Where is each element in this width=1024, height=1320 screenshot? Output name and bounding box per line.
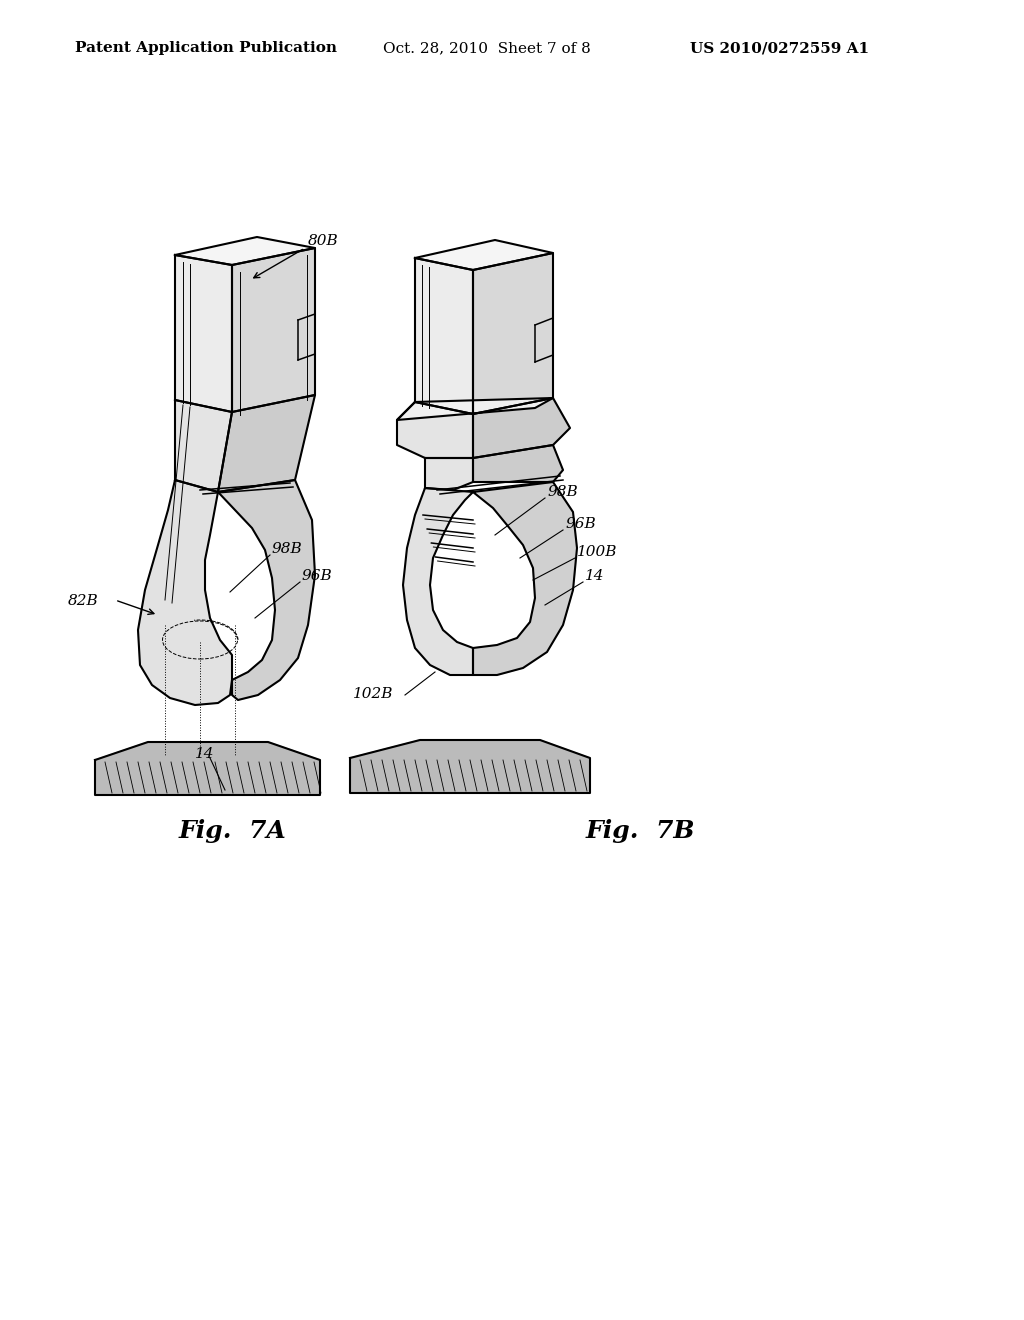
Polygon shape [218,480,315,700]
Polygon shape [232,248,315,412]
Polygon shape [350,741,590,793]
Text: Fig.  7A: Fig. 7A [178,818,286,843]
Polygon shape [473,445,563,482]
Polygon shape [218,395,315,492]
Text: 98B: 98B [547,484,578,499]
Text: 98B: 98B [272,543,303,556]
Text: 96B: 96B [302,569,333,583]
Text: Fig.  7B: Fig. 7B [586,818,694,843]
Text: 82B: 82B [68,594,98,609]
Text: US 2010/0272559 A1: US 2010/0272559 A1 [690,41,869,55]
Polygon shape [95,742,319,795]
Text: 102B: 102B [353,686,393,701]
Polygon shape [473,253,553,414]
Polygon shape [175,255,232,412]
Polygon shape [415,240,553,271]
Polygon shape [473,399,570,458]
Polygon shape [473,482,577,675]
Text: Patent Application Publication: Patent Application Publication [75,41,337,55]
Text: 14: 14 [195,747,214,762]
Polygon shape [175,400,232,492]
Polygon shape [403,488,473,675]
Polygon shape [415,257,473,414]
Polygon shape [425,458,473,490]
Text: 80B: 80B [308,234,339,248]
Polygon shape [175,238,315,265]
Polygon shape [397,403,473,458]
Text: 100B: 100B [577,545,617,558]
Text: 96B: 96B [565,517,596,531]
Polygon shape [397,399,553,420]
Polygon shape [138,480,232,705]
Text: 14: 14 [585,569,604,583]
Text: Oct. 28, 2010  Sheet 7 of 8: Oct. 28, 2010 Sheet 7 of 8 [383,41,591,55]
